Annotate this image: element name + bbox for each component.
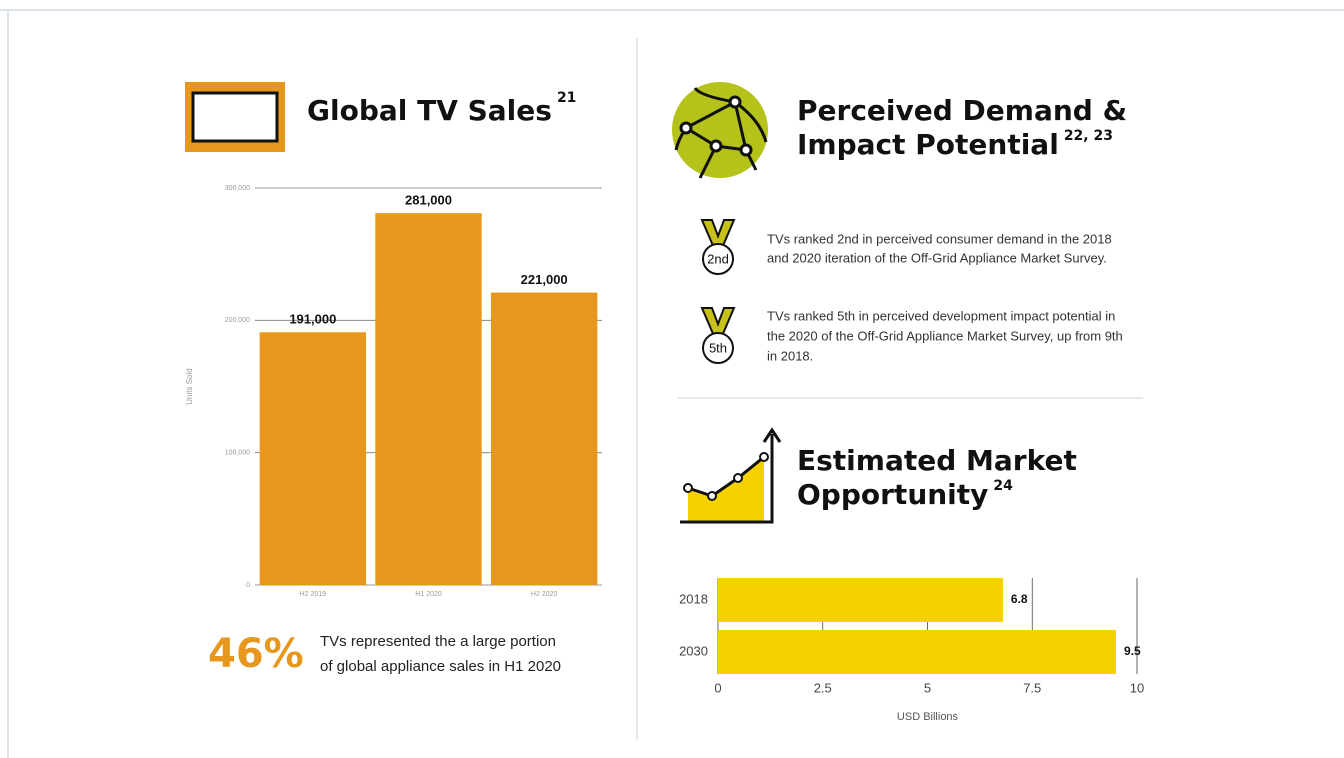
- stat: 46%: [208, 631, 304, 677]
- globe-icon: [672, 82, 768, 179]
- bar: [718, 630, 1117, 674]
- value-label: 9.5: [1124, 644, 1141, 658]
- y-tick-label: 2030: [679, 643, 708, 658]
- title-ref: 21: [557, 90, 576, 106]
- growth-icon: [680, 427, 782, 524]
- stat-text: of global appliance sales in H1 2020: [320, 658, 561, 675]
- bar: [259, 332, 367, 585]
- y-tick-label: 200,000: [225, 317, 250, 324]
- x-tick-label: 5: [924, 680, 931, 695]
- medal-icon: [700, 219, 736, 275]
- value-label: 6.8: [1011, 592, 1028, 606]
- item-text: the 2020 of the Off-Grid Appliance Marke…: [767, 328, 1123, 343]
- title: Estimated Market: [797, 444, 1077, 477]
- y-axis-label: Units Sold: [185, 368, 194, 404]
- y-tick-label: 100,000: [225, 450, 250, 457]
- title: Impact Potential: [797, 128, 1059, 161]
- medal-label: 5th: [709, 340, 727, 355]
- x-tick-label: H2 2020: [531, 591, 558, 598]
- value-label: 281,000: [405, 193, 452, 208]
- item-text: in 2018.: [767, 348, 813, 363]
- x-axis-label: USD Billions: [897, 711, 959, 723]
- title-ref: 24: [993, 478, 1013, 494]
- value-label: 191,000: [289, 312, 336, 327]
- x-tick-label: H2 2019: [300, 591, 327, 598]
- bar: [718, 578, 1003, 622]
- title: Global TV Sales: [307, 94, 552, 127]
- title-ref: 22, 23: [1064, 128, 1113, 144]
- x-tick-label: H1 2020: [415, 591, 442, 598]
- y-tick-label: 300,000: [225, 185, 250, 192]
- medal-label: 2nd: [707, 251, 729, 266]
- item-text: TVs ranked 2nd in perceived consumer dem…: [767, 231, 1112, 246]
- x-tick-label: 2.5: [814, 680, 832, 695]
- value-label: 221,000: [521, 272, 568, 287]
- bar: [375, 213, 482, 586]
- bar: [490, 292, 598, 585]
- x-tick-label: 7.5: [1023, 680, 1041, 695]
- y-tick-label: 2018: [679, 591, 708, 606]
- x-tick-label: 10: [1130, 680, 1144, 695]
- item-text: TVs ranked 5th in perceived development …: [767, 308, 1115, 323]
- title: Perceived Demand &: [797, 94, 1127, 127]
- tv-icon: [185, 82, 285, 152]
- stat-text: TVs represented the a large portion: [320, 633, 556, 650]
- title: Opportunity: [797, 478, 988, 511]
- y-tick-label: 0: [246, 582, 250, 589]
- medal-icon: [700, 307, 736, 364]
- item-text: and 2020 iteration of the Off-Grid Appli…: [767, 250, 1107, 265]
- x-tick-label: 0: [714, 680, 721, 695]
